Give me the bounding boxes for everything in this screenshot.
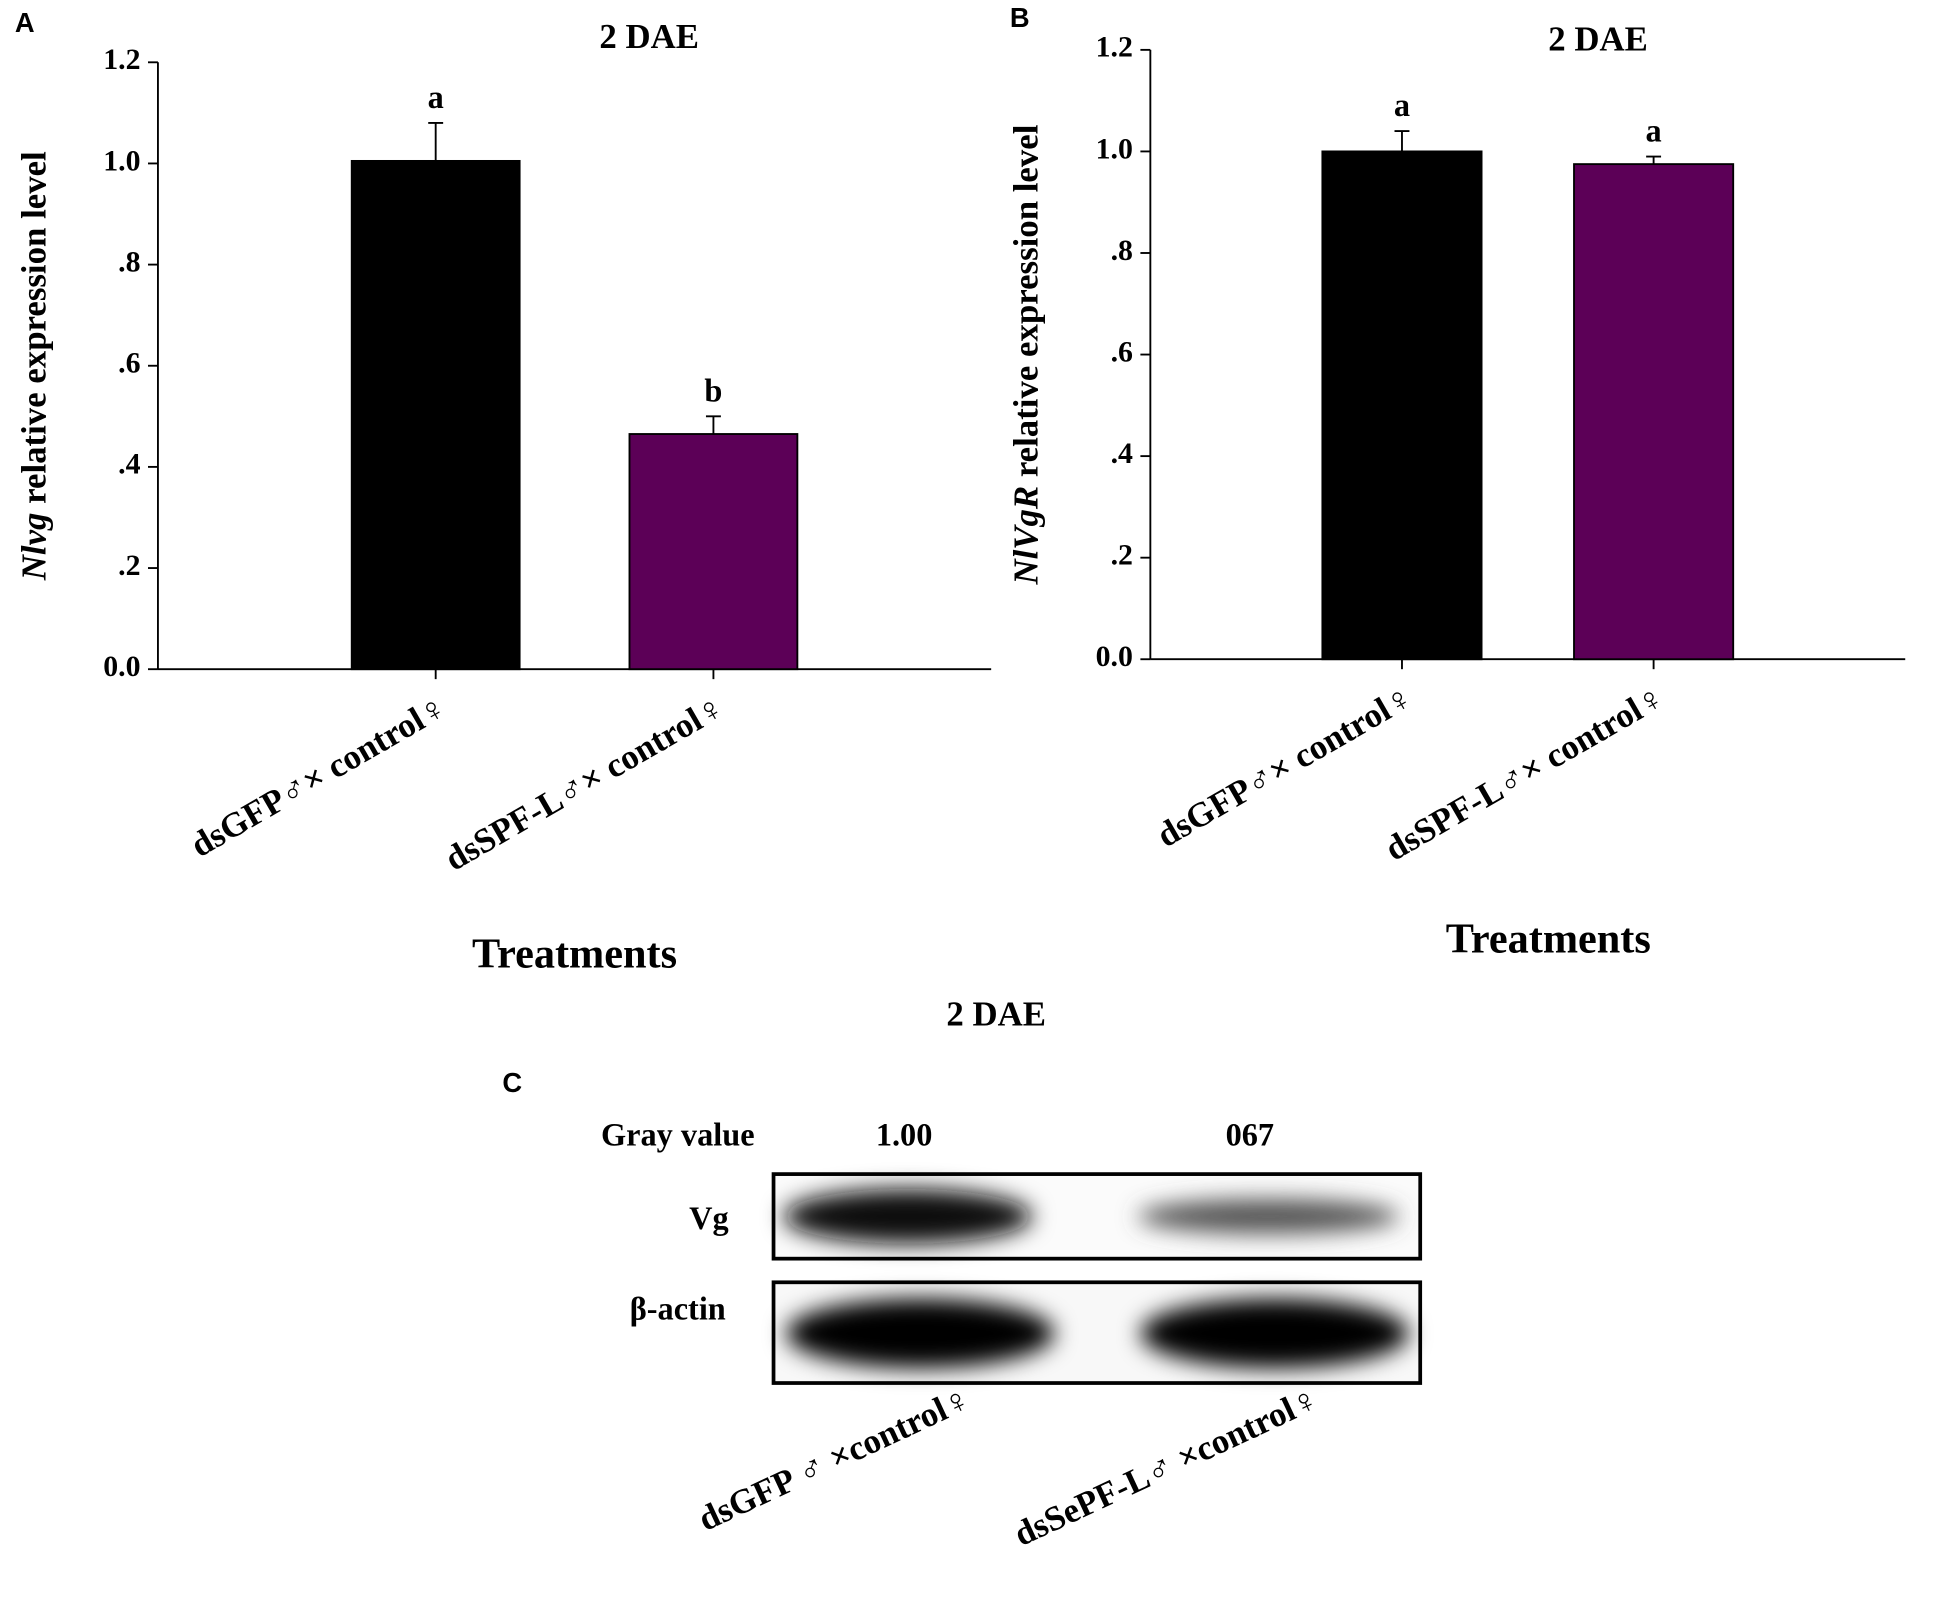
lane-label: dsSePF-L♂ ×control♀: [1008, 1378, 1325, 1553]
y-axis-label-italic: NlVgR: [1007, 486, 1046, 586]
y-tick-label: .4: [118, 448, 140, 481]
x-axis-label: Treatments: [1446, 915, 1651, 962]
y-axis-label-italic: Nlvg: [14, 513, 53, 582]
y-tick-label: .6: [118, 347, 140, 380]
significance-letter: b: [704, 372, 722, 408]
chart-title: 2 DAE: [1548, 19, 1648, 58]
y-tick-label: .8: [118, 245, 140, 278]
y-tick-label: 1.2: [103, 43, 140, 76]
y-tick-label: 0.0: [1096, 640, 1133, 673]
error-bar: [428, 122, 444, 161]
panel-label: B: [1010, 2, 1030, 33]
panel-label: A: [15, 7, 35, 38]
y-tick-label: .4: [1111, 437, 1133, 470]
y-tick-label: 1.0: [103, 144, 140, 177]
row-label: Vg: [689, 1200, 729, 1236]
y-tick-label: .6: [1111, 335, 1133, 368]
y-axis-label: Nlvg relative expression level: [14, 151, 53, 581]
y-axis-label: NlVgR relative expression level: [1007, 124, 1046, 585]
panel-label: C: [502, 1067, 522, 1098]
x-tick-label: dsGFP♂× control♀: [1150, 677, 1420, 855]
y-tick-label: .2: [118, 549, 140, 582]
bar: [1573, 163, 1735, 661]
blot-title: 2 DAE: [946, 994, 1046, 1033]
gray-value: 1.00: [876, 1116, 933, 1152]
y-tick-label: 1.2: [1096, 31, 1133, 64]
x-tick-label: dsSPF-L♂× control♀: [1378, 677, 1671, 869]
bar: [628, 433, 799, 671]
significance-letter: a: [1646, 113, 1662, 149]
gray-label: Gray value: [601, 1116, 755, 1152]
y-tick-label: 0.0: [103, 650, 140, 683]
blot-bands: [783, 1189, 1410, 1369]
bar: [350, 159, 521, 671]
bar: [1321, 150, 1483, 661]
significance-letter: a: [1394, 87, 1410, 123]
y-axis-label-text: relative expression level: [14, 151, 53, 504]
error-bar: [705, 415, 721, 435]
y-tick-label: .8: [1111, 234, 1133, 267]
significance-letter: a: [428, 79, 444, 115]
error-bar: [1394, 130, 1410, 152]
error-bar: [1646, 155, 1662, 165]
gray-value: 067: [1226, 1116, 1275, 1152]
chart-title: 2 DAE: [599, 17, 699, 56]
y-tick-label: 1.0: [1096, 132, 1133, 165]
lane-label: dsGFP ♂ ×control♀: [692, 1378, 977, 1538]
y-axis-label-text: relative expression level: [1007, 124, 1046, 477]
y-tick-label: .2: [1111, 539, 1133, 572]
x-axis-label: Treatments: [472, 930, 677, 977]
x-tick-label: dsGFP♂× control♀: [184, 687, 454, 865]
row-label: β-actin: [630, 1291, 726, 1327]
x-tick-label: dsSPF-L♂× control♀: [438, 687, 731, 879]
